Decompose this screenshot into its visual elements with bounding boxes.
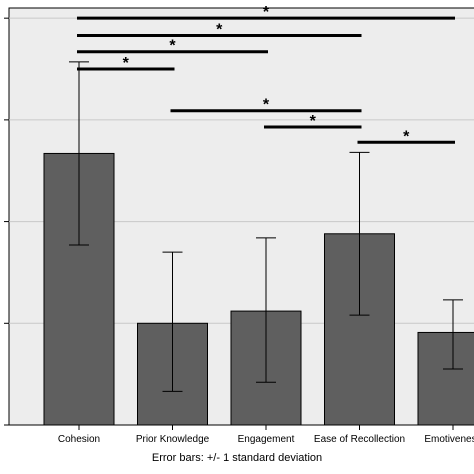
error-bar-note: Error bars: +/- 1 standard deviation — [152, 452, 322, 464]
x-tick-label: Ease of Recollection — [314, 434, 405, 445]
x-tick-label: Engagement — [238, 434, 295, 445]
bars — [43, 152, 474, 426]
significance-star: * — [123, 55, 130, 72]
significance-star: * — [263, 4, 270, 21]
significance-star: * — [169, 38, 176, 55]
x-axis-tick-labels: Cohesion Prior Knowledge Engagement Ease of… — [58, 425, 474, 445]
bar — [417, 331, 474, 426]
x-tick-label: Cohesion — [58, 434, 100, 445]
significance-star: * — [403, 128, 410, 145]
error-bars — [69, 61, 463, 392]
significance-star: * — [216, 21, 223, 38]
significance-star: * — [263, 97, 270, 114]
significance-brackets: * * * * * * * — [77, 4, 455, 145]
significance-star: * — [310, 113, 317, 130]
x-tick-label: Emotiveness — [424, 434, 474, 445]
x-tick-label: Prior Knowledge — [136, 434, 210, 445]
